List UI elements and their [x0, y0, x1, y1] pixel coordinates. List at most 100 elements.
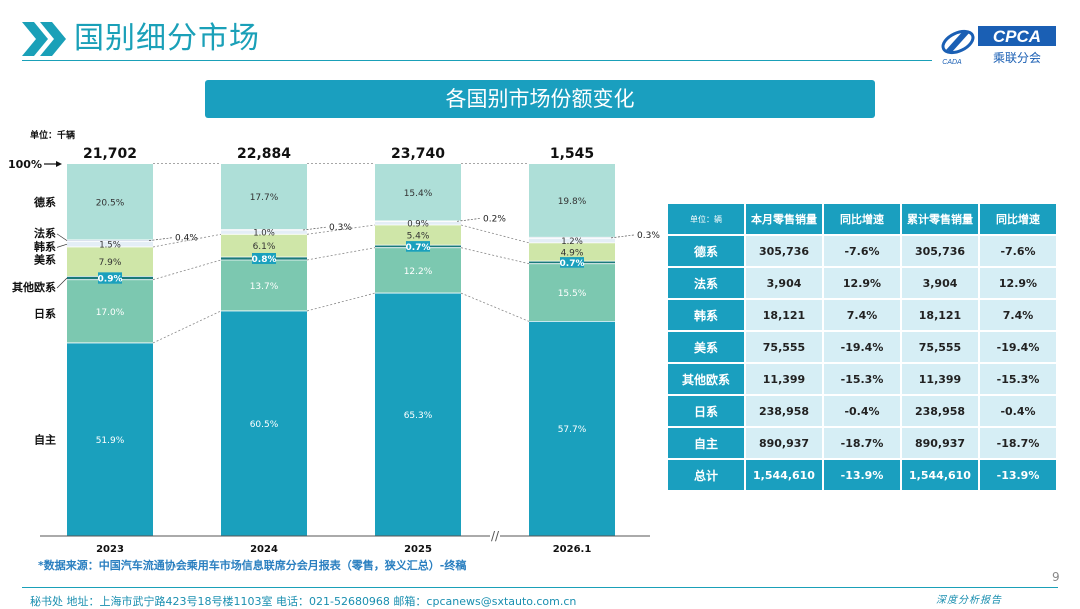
table-cell: 12.9%	[978, 266, 1058, 300]
x-tick-label: 2026.1	[553, 544, 592, 555]
table-cell: 18,121	[744, 298, 824, 332]
bar-value-label: 60.5%	[250, 420, 279, 430]
bar-segment	[529, 321, 615, 536]
bar-label-background	[252, 253, 276, 264]
bar-segment	[221, 163, 307, 230]
bar-segment	[375, 221, 461, 226]
table-cell: 75,555	[900, 330, 980, 364]
bar-total-label: 21,702	[83, 146, 137, 162]
table-row: 韩系 18,121 7.4% 18,121 7.4%	[666, 298, 1058, 332]
series-label: 美系	[34, 253, 56, 267]
table-header-cell: 同比增速	[822, 202, 902, 236]
series-label: 日系	[34, 306, 56, 320]
bar-segment	[221, 229, 307, 231]
series-label: 其他欧系	[12, 280, 56, 294]
bar-value-label: 7.9%	[99, 258, 122, 268]
bar-segment	[67, 246, 153, 277]
bar-value-label: 12.2%	[404, 267, 433, 277]
bar-segment	[67, 342, 153, 536]
report-label: 深度分析报告	[936, 595, 1002, 606]
bar-segment	[529, 163, 615, 238]
bar-value-label: 19.8%	[558, 197, 587, 207]
bar-label-background	[98, 272, 122, 284]
table-cell: 18,121	[900, 298, 980, 332]
bar-label-background	[406, 241, 430, 252]
bar-value-label: 13.7%	[250, 282, 279, 292]
table-cell: 305,736	[744, 234, 824, 268]
bar-segment	[529, 238, 615, 243]
bar-segment	[375, 293, 461, 536]
callout-line	[302, 226, 328, 231]
header-chevron-icon	[22, 22, 66, 56]
table-row: 德系 305,736 -7.6% 305,736 -7.6%	[666, 234, 1058, 268]
bar-segment	[67, 163, 153, 240]
table-cell: -19.4%	[978, 330, 1058, 364]
bar-value-label: 1.5%	[99, 240, 121, 250]
legend-leader-line	[56, 277, 68, 289]
bar-label-background	[560, 257, 584, 268]
table-cell: 3,904	[744, 266, 824, 300]
table-header-cell: 本月零售销量	[744, 202, 824, 236]
footer-divider	[22, 587, 1058, 588]
bar-segment	[67, 279, 153, 343]
connector-line	[460, 224, 530, 244]
stacked-bar-chart: 51.9% 17.0% 0.9% 7.9% 1.5% 20.5% 0.4% 60.5% 13.7…	[8, 129, 660, 555]
x-tick-label: 2023	[96, 544, 124, 555]
table-cell: 75,555	[744, 330, 824, 364]
table-row: 美系 75,555 -19.4% 75,555 -19.4%	[666, 330, 1058, 364]
page-title: 国别细分市场	[74, 21, 260, 56]
table-row-label: 美系	[666, 330, 746, 364]
table-row: 法系 3,904 12.9% 3,904 12.9%	[666, 266, 1058, 300]
logo-cpca-text: CPCA	[993, 27, 1041, 46]
series-label: 法系	[34, 226, 56, 240]
unit-label: 单位：千辆	[30, 129, 75, 141]
table-cell: -0.4%	[822, 394, 902, 428]
table-total-row: 总计 1,544,610 -13.9% 1,544,610 -13.9%	[666, 458, 1058, 492]
bar-value-label: 5.4%	[407, 232, 430, 242]
bar-segment	[67, 239, 153, 242]
bar-segment	[529, 237, 615, 239]
bar-value-label: 0.7%	[406, 243, 431, 253]
table-cell: -18.7%	[978, 426, 1058, 460]
chart-title: 各国别市场份额变化	[205, 80, 875, 118]
logo-chinese-text: 乘联分会	[993, 51, 1041, 65]
table-cell: 7.4%	[978, 298, 1058, 332]
axis-break-gap	[490, 530, 500, 542]
table-header-row: 单位：辆 本月零售销量 同比增速 累计零售销量 同比增速	[666, 202, 1058, 236]
axis-break-mark: //	[491, 529, 500, 543]
bar-value-label: 17.7%	[250, 193, 279, 203]
table-cell: 890,937	[900, 426, 980, 460]
table-cell: 11,399	[900, 362, 980, 396]
bar-segment	[375, 163, 461, 221]
bar-segment	[375, 247, 461, 294]
bar-value-label: 0.3%	[329, 223, 352, 233]
table-cell: -15.3%	[978, 362, 1058, 396]
bar-value-label: 20.5%	[96, 198, 125, 208]
table-row-label: 法系	[666, 266, 746, 300]
table-row: 日系 238,958 -0.4% 238,958 -0.4%	[666, 394, 1058, 428]
connector-line	[460, 292, 530, 322]
table-row-label: 自主	[666, 426, 746, 460]
bar-value-label: 0.3%	[637, 231, 660, 241]
legend-leader-line	[56, 233, 68, 241]
connector-line	[152, 259, 222, 281]
table-row-label: 韩系	[666, 298, 746, 332]
series-label: 自主	[34, 432, 56, 446]
connector-line	[152, 233, 222, 248]
table-cell: -13.9%	[978, 458, 1058, 492]
table-cell: -7.6%	[978, 234, 1058, 268]
table-cell: -15.3%	[822, 362, 902, 396]
bar-value-label: 17.0%	[96, 308, 125, 318]
table-header-cell: 累计零售销量	[900, 202, 980, 236]
table-row-label: 其他欧系	[666, 362, 746, 396]
table-row: 自主 890,937 -18.7% 890,937 -18.7%	[666, 426, 1058, 460]
bar-value-label: 65.3%	[404, 411, 433, 421]
series-label: 德系	[33, 195, 56, 209]
logo-small-text: CADA	[942, 59, 962, 66]
bar-value-label: 1.0%	[253, 229, 275, 239]
bar-value-label: 15.5%	[558, 289, 587, 299]
bar-value-label: 0.8%	[252, 255, 277, 265]
bar-segment	[529, 263, 615, 322]
footer-address: 秘书处 地址：上海市武宁路423号18号楼1103室 电话：021-526809…	[30, 595, 577, 608]
table-row-label: 日系	[666, 394, 746, 428]
